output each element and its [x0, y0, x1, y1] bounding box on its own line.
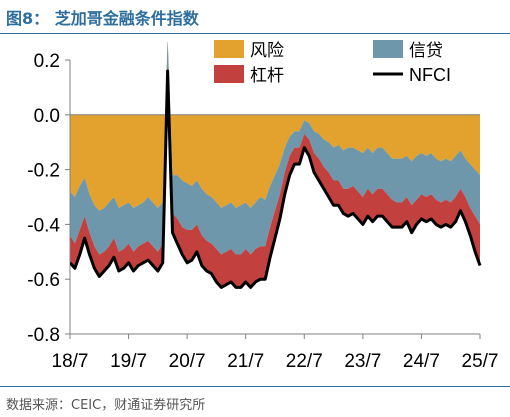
x-tick-label: 21/7	[227, 351, 264, 372]
legend-label-risk: 风险	[250, 41, 284, 61]
title-rule	[0, 33, 510, 34]
bottom-rule	[0, 386, 510, 387]
area-risk	[70, 42, 480, 211]
figure-title: 图8： 芝加哥金融条件指数	[6, 9, 199, 28]
x-tick-label: 24/7	[403, 351, 440, 372]
legend-swatch-risk	[214, 40, 244, 58]
y-tick-label: -0.6	[27, 270, 60, 291]
legend-label-leverage: 杠杆	[250, 66, 284, 86]
y-tick-label: -0.8	[27, 325, 60, 346]
x-tick-label: 25/7	[462, 351, 499, 372]
x-tick-label: 20/7	[169, 351, 206, 372]
legend-swatch-leverage	[214, 65, 244, 83]
x-tick-label: 18/7	[52, 351, 89, 372]
y-tick-label: 0.2	[34, 51, 60, 72]
legend-label-nfci: NFCI	[409, 65, 451, 85]
y-axis: 0.2 0.0 -0.2 -0.4 -0.6 -0.8	[27, 51, 71, 346]
source-note: 数据来源：CEIC，财通证券研究所	[6, 398, 206, 413]
legend-label-credit: 信贷	[409, 41, 443, 61]
x-tick-label: 22/7	[286, 351, 323, 372]
y-tick-label: -0.2	[27, 161, 60, 182]
nfci-line-group	[70, 69, 482, 289]
y-tick-label: -0.4	[27, 215, 60, 236]
legend-swatch-credit	[373, 40, 403, 58]
nfci-chart: 0.2 0.0 -0.2 -0.4 -0.6 -0.8 18/7 19/7 20/7 21/7 2…	[27, 40, 499, 372]
x-tick-label: 19/7	[110, 351, 147, 372]
nfci-line	[70, 69, 482, 289]
y-tick-label: 0.0	[34, 106, 60, 127]
x-tick-label: 23/7	[344, 351, 381, 372]
x-axis: 18/7 19/7 20/7 21/7 22/7 23/7 24/7 25/7	[52, 333, 499, 372]
